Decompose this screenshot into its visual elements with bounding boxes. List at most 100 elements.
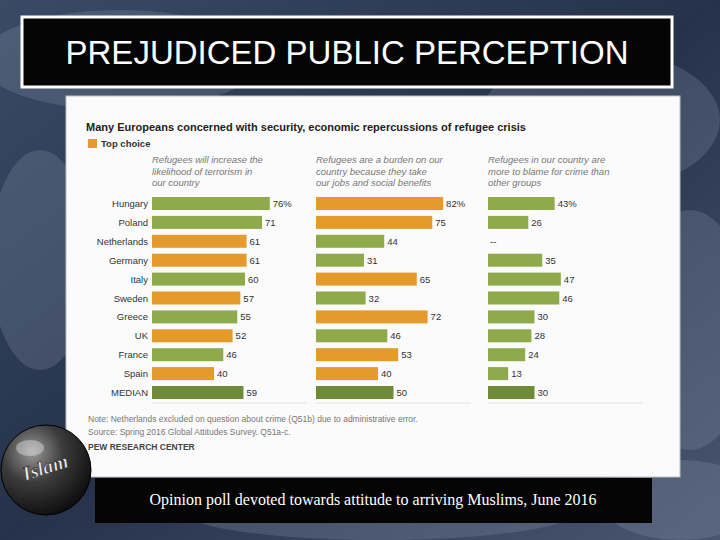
panel-header: Refugees will increase thelikelihood of … (152, 154, 263, 188)
data-label: 46 (226, 349, 237, 360)
category-label: Sweden (114, 293, 148, 304)
bar (488, 292, 559, 305)
data-label: 50 (397, 387, 408, 398)
badge-label: Islam (19, 449, 71, 485)
bar (316, 273, 417, 286)
panel-header-line: Refugees are a burden on our (316, 154, 444, 165)
legend-label: Top choice (101, 138, 150, 149)
bar (488, 367, 508, 380)
data-label: 35 (545, 255, 556, 266)
data-label: 61 (250, 236, 261, 247)
slide: PREJUDICED PUBLIC PERCEPTION Many Europea… (0, 0, 720, 540)
data-label: 40 (381, 368, 392, 379)
bar (152, 310, 237, 323)
category-label: MEDIAN (111, 387, 148, 398)
bar (488, 254, 542, 267)
chart-title: Many Europeans concerned with security, … (86, 121, 526, 133)
panel-header-line: Refugees in our country are (488, 154, 605, 165)
slide-title: PREJUDICED PUBLIC PERCEPTION (66, 34, 629, 71)
data-label: 82% (446, 198, 466, 209)
data-label: 46 (390, 330, 401, 341)
source-org: PEW RESEARCH CENTER (88, 442, 195, 452)
bar (152, 386, 243, 399)
background (0, 0, 720, 540)
bar (316, 367, 378, 380)
data-label: 40 (217, 368, 228, 379)
data-label: 71 (265, 217, 276, 228)
panel-header: Refugees are a burden on ourcountry beca… (316, 154, 444, 188)
bar (152, 197, 270, 210)
bar (152, 254, 247, 267)
bar (488, 329, 531, 342)
data-label: 26 (531, 217, 542, 228)
panel-header-line: Refugees will increase the (152, 154, 263, 165)
category-label: Netherlands (97, 236, 148, 247)
data-label: 52 (236, 330, 247, 341)
bar (316, 254, 364, 267)
data-label: 59 (246, 387, 257, 398)
bar-group (316, 197, 443, 399)
bar-group (152, 197, 270, 399)
x-axis-line (316, 403, 471, 404)
data-label: -- (490, 236, 496, 247)
data-label: 60 (248, 274, 259, 285)
panel-header: Refugees in our country aremore to blame… (488, 154, 609, 188)
data-label: 75 (435, 217, 446, 228)
data-label: 13 (511, 368, 522, 379)
bar (152, 348, 223, 361)
data-label: 47 (564, 274, 575, 285)
category-label: France (118, 349, 148, 360)
data-label: 46 (562, 293, 573, 304)
category-label: Hungary (112, 198, 148, 209)
caption-box (95, 478, 652, 523)
data-label: 30 (538, 311, 549, 322)
data-label: 31 (367, 255, 378, 266)
caption: Opinion poll devoted towards attitude to… (149, 491, 596, 509)
data-label: 43% (558, 198, 578, 209)
bar (488, 273, 561, 286)
bar (316, 348, 398, 361)
bar (488, 216, 528, 229)
title-box (22, 17, 672, 87)
category-label: UK (135, 330, 149, 341)
chart-note: Note: Netherlands excluded on question a… (88, 414, 418, 424)
data-label: 44 (387, 236, 398, 247)
data-label: 28 (534, 330, 545, 341)
data-label: 61 (250, 255, 261, 266)
bar-group (488, 197, 561, 399)
data-label: 24 (528, 349, 539, 360)
bar (316, 292, 366, 305)
panel-header-line: country because they take (316, 166, 427, 177)
panel-header-line: our jobs and social benefits (316, 177, 431, 188)
data-label: 76% (273, 198, 293, 209)
data-label: 30 (538, 387, 549, 398)
bar (316, 329, 387, 342)
data-label: 57 (243, 293, 254, 304)
x-axis-line (152, 403, 307, 404)
bar (316, 310, 428, 323)
data-label: 65 (420, 274, 431, 285)
data-label: 53 (401, 349, 412, 360)
bar (152, 329, 233, 342)
category-label: Poland (118, 217, 148, 228)
bar (152, 292, 240, 305)
chart-background (66, 96, 680, 477)
category-label: Italy (131, 274, 149, 285)
bar (316, 235, 384, 248)
data-label: 32 (369, 293, 380, 304)
bar (152, 367, 214, 380)
bar (152, 235, 247, 248)
x-axis-line (488, 403, 643, 404)
chart-note: Source: Spring 2016 Global Attitudes Sur… (88, 427, 291, 437)
panel-header-line: other groups (488, 177, 542, 188)
data-label: 72 (431, 311, 442, 322)
bar (152, 216, 262, 229)
category-label: Spain (124, 368, 148, 379)
category-label: Greece (117, 311, 148, 322)
data-label: 55 (240, 311, 251, 322)
bar (488, 348, 525, 361)
legend-swatch (88, 139, 97, 148)
bar (488, 197, 555, 210)
panel-header-line: more to blame for crime than (488, 166, 609, 177)
badge-highlight (16, 440, 44, 456)
